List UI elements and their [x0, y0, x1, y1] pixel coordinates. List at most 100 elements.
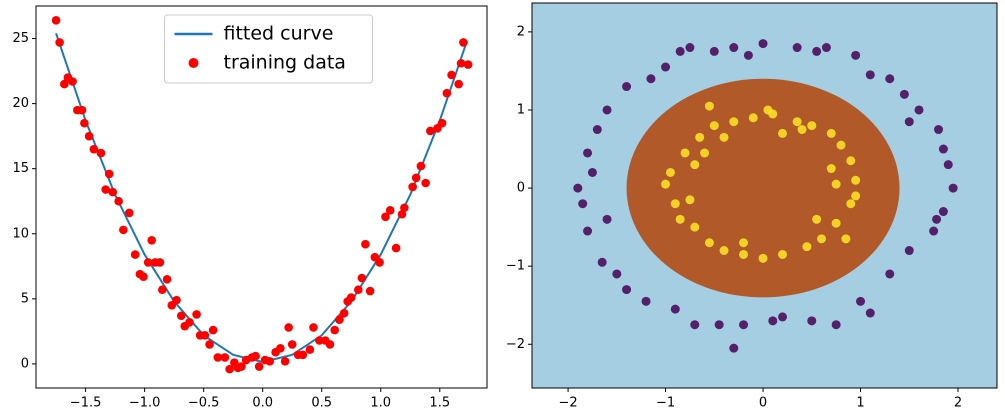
point	[77, 105, 87, 115]
point	[587, 167, 597, 177]
point	[119, 225, 128, 235]
point	[807, 121, 817, 131]
legend: fitted curve training data	[164, 14, 373, 84]
point	[938, 144, 948, 154]
point	[938, 207, 948, 217]
point	[335, 315, 344, 324]
point	[346, 293, 356, 302]
point	[685, 43, 695, 53]
point	[763, 105, 773, 115]
point	[416, 161, 426, 171]
point	[885, 269, 895, 279]
point	[208, 325, 218, 335]
point	[846, 199, 856, 209]
point	[51, 16, 61, 25]
point	[778, 128, 788, 138]
x-tick-label: −1.5	[70, 396, 102, 411]
point	[661, 62, 671, 72]
point	[437, 118, 447, 128]
point	[421, 178, 430, 188]
point	[237, 362, 246, 371]
point	[442, 88, 452, 98]
point	[675, 214, 685, 224]
point	[397, 209, 407, 219]
point	[661, 179, 671, 189]
point	[339, 308, 349, 318]
point	[375, 258, 384, 267]
y-tick-label: 1	[517, 102, 525, 117]
point	[192, 310, 201, 319]
point	[932, 214, 942, 224]
point	[101, 185, 110, 194]
point	[826, 164, 836, 174]
point	[354, 285, 363, 295]
point	[205, 340, 214, 349]
point	[454, 79, 463, 89]
point	[646, 74, 656, 84]
point	[60, 79, 69, 89]
point	[685, 195, 695, 205]
point	[592, 125, 602, 135]
point	[602, 214, 612, 224]
point	[812, 46, 822, 56]
point	[287, 340, 297, 349]
y-tick-label: 0	[517, 181, 525, 196]
point	[176, 311, 186, 321]
point	[583, 226, 593, 236]
point	[778, 249, 788, 259]
point	[315, 336, 324, 345]
x-tick-label: 0	[759, 396, 767, 411]
point	[298, 350, 308, 360]
y-tick-label: 15	[12, 161, 29, 176]
point	[400, 203, 409, 213]
legend-marker	[188, 58, 199, 68]
point	[276, 344, 285, 353]
point	[729, 117, 739, 127]
point	[841, 234, 851, 244]
point	[578, 199, 588, 209]
y-tick-label: 5	[21, 291, 29, 306]
y-tick-label: 10	[12, 226, 29, 241]
point	[743, 50, 753, 60]
point	[130, 250, 140, 259]
point	[719, 132, 729, 142]
point	[739, 238, 749, 248]
point	[714, 320, 724, 330]
point	[225, 364, 234, 374]
point	[904, 246, 914, 256]
point	[768, 316, 778, 326]
point	[104, 169, 114, 179]
point	[330, 325, 339, 335]
point	[704, 101, 714, 111]
point	[280, 357, 290, 366]
point	[748, 113, 758, 123]
point	[778, 312, 788, 322]
point	[704, 238, 714, 248]
point	[865, 70, 875, 80]
x-tick-label: −1	[656, 396, 675, 411]
point	[792, 117, 802, 127]
point	[719, 246, 729, 256]
point	[885, 74, 895, 84]
point	[831, 179, 841, 189]
y-tick-label: −1	[506, 259, 525, 274]
point	[929, 226, 939, 236]
point	[934, 125, 944, 135]
point	[251, 351, 260, 361]
point	[680, 148, 690, 158]
plot-area	[51, 16, 473, 374]
y-tick-label: 0	[21, 356, 29, 371]
point	[851, 175, 861, 185]
point	[213, 353, 223, 362]
point	[284, 323, 293, 332]
point	[408, 182, 417, 192]
point	[739, 249, 749, 259]
point	[690, 222, 700, 232]
point	[325, 340, 335, 349]
point	[665, 167, 675, 177]
point	[357, 273, 367, 283]
point	[361, 239, 370, 249]
point	[162, 275, 172, 284]
x-tick-label: −2	[558, 396, 577, 411]
point	[200, 330, 210, 340]
